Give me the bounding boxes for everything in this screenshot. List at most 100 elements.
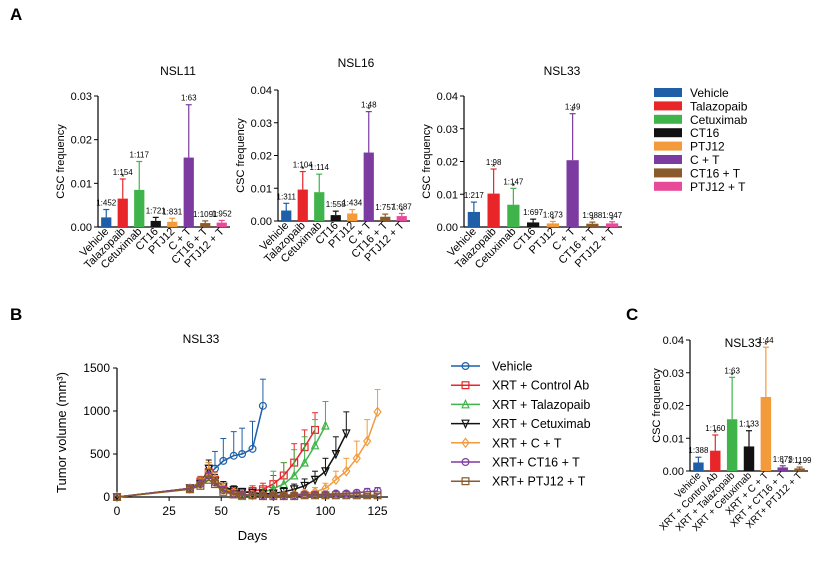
significance-star: * bbox=[121, 172, 125, 182]
bar bbox=[183, 157, 194, 227]
data-label: 1:133 bbox=[739, 420, 760, 429]
y-tick-label: 0.03 bbox=[437, 124, 458, 136]
data-label: 1:217 bbox=[464, 191, 485, 200]
data-label: 1:147 bbox=[503, 177, 524, 186]
data-label: 1:154 bbox=[113, 168, 134, 177]
significance-star: * bbox=[492, 162, 496, 172]
data-point-marker bbox=[300, 457, 309, 467]
y-tick-label: 0.01 bbox=[251, 183, 272, 195]
legend-label: XRT+ PTJ12 + T bbox=[492, 475, 586, 489]
data-point-marker bbox=[331, 474, 341, 486]
bar bbox=[527, 222, 540, 227]
data-point-marker bbox=[341, 429, 351, 439]
y-tick-label: 1500 bbox=[83, 361, 110, 375]
legend-panel-b: Vehicle XRT + Control Ab XRT + Talazopaib X… bbox=[451, 360, 591, 489]
data-point-marker bbox=[112, 493, 121, 502]
data-point-marker bbox=[210, 480, 219, 489]
bar bbox=[281, 210, 292, 221]
data-label: 1:988 bbox=[582, 211, 603, 220]
bar bbox=[101, 217, 112, 227]
significance-star: * bbox=[551, 214, 555, 224]
y-tick-label: 0.02 bbox=[251, 151, 272, 163]
significance-star: * bbox=[591, 215, 595, 225]
chart-title-nsl33-c: NSL33 bbox=[725, 336, 762, 350]
data-point-marker bbox=[248, 444, 257, 453]
data-label: 1:687 bbox=[392, 202, 413, 211]
legend-swatch bbox=[654, 101, 682, 111]
data-point-marker bbox=[311, 491, 320, 500]
y-tick-label: 0.00 bbox=[437, 222, 458, 234]
data-label: 1:160 bbox=[705, 424, 726, 433]
legend-label: CT16 + T bbox=[690, 166, 741, 180]
chart-title-nsl33-b: NSL33 bbox=[183, 332, 220, 346]
data-label: 1:104 bbox=[293, 161, 314, 170]
x-axis-label: Days bbox=[238, 528, 268, 543]
data-label: 1:434 bbox=[342, 199, 363, 208]
significance-star: * bbox=[512, 181, 516, 191]
x-tick-label: 0 bbox=[114, 504, 121, 518]
data-point-marker bbox=[363, 491, 372, 500]
data-point-marker bbox=[269, 492, 278, 501]
data-label: 1:831 bbox=[162, 207, 183, 216]
bar bbox=[760, 396, 772, 471]
legend-label: XRT + Control Ab bbox=[492, 379, 589, 393]
legend-label: PTJ12 bbox=[690, 140, 725, 154]
data-label: 1:48 bbox=[361, 101, 377, 110]
data-point-marker bbox=[342, 491, 351, 500]
legend-label: XRT + C + T bbox=[492, 436, 562, 450]
significance-star: * bbox=[367, 105, 371, 115]
data-label: 1:952 bbox=[212, 209, 233, 218]
data-point-marker bbox=[238, 450, 247, 459]
bar bbox=[150, 220, 161, 227]
y-tick-label: 0.00 bbox=[251, 216, 272, 228]
bar bbox=[487, 193, 500, 227]
data-label: 1:1091 bbox=[193, 210, 218, 219]
legend-swatch bbox=[654, 168, 682, 178]
legend-swatch bbox=[654, 114, 682, 124]
bar bbox=[586, 223, 599, 227]
bar bbox=[314, 192, 325, 221]
bar bbox=[710, 450, 721, 471]
data-point-marker bbox=[219, 487, 228, 496]
significance-star: * bbox=[798, 460, 802, 470]
y-tick-label: 0 bbox=[103, 490, 110, 504]
significance-star: * bbox=[400, 206, 404, 216]
significance-star: * bbox=[301, 165, 305, 175]
data-point-marker bbox=[461, 398, 470, 409]
legend-label: PTJ12 + T bbox=[690, 180, 746, 194]
x-tick-label: 125 bbox=[368, 504, 388, 518]
data-point-marker bbox=[352, 491, 361, 500]
y-tick-label: 500 bbox=[90, 447, 110, 461]
y-tick-label: 0.03 bbox=[71, 91, 92, 103]
data-point-marker bbox=[331, 491, 340, 500]
y-tick-label: 0.04 bbox=[251, 85, 272, 97]
y-tick-label: 0.00 bbox=[71, 222, 92, 234]
data-label: 1:98 bbox=[486, 158, 502, 167]
line-chart-tumor-volume: 0 500 1000 1500 0 25 50 75 100 125 Days Tumor volum… bbox=[54, 361, 388, 543]
data-label: 1:947 bbox=[602, 211, 623, 220]
bar bbox=[134, 189, 145, 227]
data-point-marker bbox=[362, 435, 372, 447]
data-label: 1:49 bbox=[565, 103, 581, 112]
data-label: 1:63 bbox=[181, 94, 197, 103]
legend-swatch bbox=[654, 141, 682, 151]
data-point-marker bbox=[289, 470, 299, 480]
data-point-marker bbox=[461, 437, 470, 449]
data-label: 1:311 bbox=[277, 192, 297, 201]
x-tick-label: 75 bbox=[267, 504, 281, 518]
legend-swatch bbox=[654, 155, 682, 164]
data-label: 1:44 bbox=[758, 336, 774, 345]
data-label: 1:114 bbox=[310, 163, 330, 172]
series-line bbox=[116, 433, 347, 498]
legend-swatch bbox=[654, 88, 682, 97]
y-tick-label: 0.00 bbox=[663, 466, 684, 478]
significance-star: * bbox=[764, 340, 768, 350]
y-tick-label: 0.02 bbox=[663, 401, 684, 413]
bar bbox=[396, 216, 407, 221]
legend-label: XRT + Cetuximab bbox=[492, 417, 591, 431]
data-label: 1:63 bbox=[724, 366, 740, 375]
data-point-marker bbox=[248, 491, 257, 500]
